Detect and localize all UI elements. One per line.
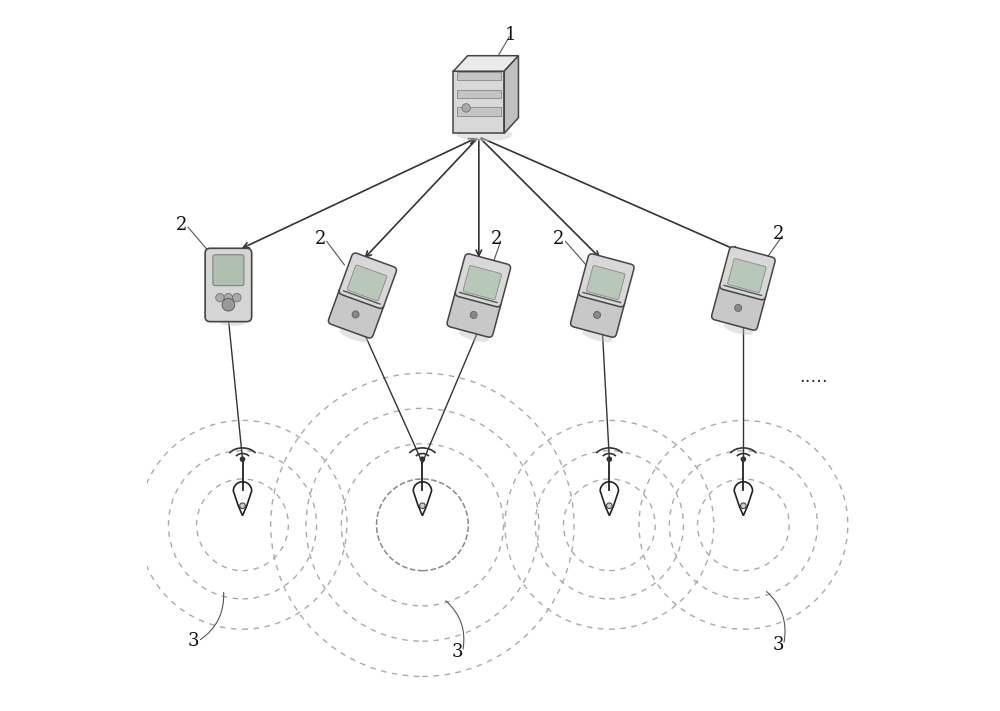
Text: 1: 1 — [505, 26, 516, 43]
Circle shape — [594, 311, 601, 319]
Polygon shape — [233, 482, 252, 515]
Text: 2: 2 — [491, 230, 502, 248]
Text: 3: 3 — [773, 636, 784, 653]
Polygon shape — [734, 482, 753, 515]
Polygon shape — [453, 71, 504, 133]
Polygon shape — [413, 482, 432, 515]
Circle shape — [735, 304, 742, 311]
FancyBboxPatch shape — [328, 288, 384, 338]
Ellipse shape — [220, 319, 245, 326]
Polygon shape — [457, 72, 501, 80]
Ellipse shape — [582, 331, 612, 342]
Polygon shape — [457, 107, 501, 116]
Circle shape — [462, 104, 470, 112]
Circle shape — [420, 503, 425, 508]
Text: 2: 2 — [314, 230, 326, 248]
Ellipse shape — [339, 329, 369, 342]
Ellipse shape — [459, 331, 489, 342]
Text: 3: 3 — [452, 643, 463, 661]
FancyBboxPatch shape — [455, 254, 511, 307]
FancyBboxPatch shape — [579, 254, 634, 307]
FancyBboxPatch shape — [728, 259, 766, 292]
Text: 2: 2 — [553, 230, 564, 248]
FancyBboxPatch shape — [463, 266, 502, 299]
Polygon shape — [504, 55, 518, 133]
Ellipse shape — [723, 324, 753, 335]
Circle shape — [240, 456, 245, 462]
Circle shape — [352, 311, 359, 318]
FancyBboxPatch shape — [712, 282, 766, 330]
Text: 2: 2 — [175, 216, 187, 234]
Ellipse shape — [457, 129, 512, 141]
Circle shape — [607, 456, 612, 462]
Text: 3: 3 — [187, 632, 199, 650]
Circle shape — [741, 456, 746, 462]
Circle shape — [216, 294, 224, 302]
Circle shape — [607, 503, 612, 508]
Circle shape — [224, 294, 233, 302]
Circle shape — [233, 294, 241, 302]
Polygon shape — [457, 90, 501, 98]
Circle shape — [470, 311, 477, 319]
FancyBboxPatch shape — [587, 266, 625, 299]
Polygon shape — [453, 55, 518, 71]
Circle shape — [741, 503, 746, 508]
FancyBboxPatch shape — [213, 255, 244, 286]
Text: 2: 2 — [773, 225, 784, 243]
FancyBboxPatch shape — [720, 247, 775, 300]
Circle shape — [240, 503, 245, 508]
Circle shape — [222, 299, 235, 311]
FancyBboxPatch shape — [205, 248, 252, 321]
Polygon shape — [600, 482, 619, 515]
FancyBboxPatch shape — [571, 289, 624, 337]
Circle shape — [420, 456, 425, 462]
FancyBboxPatch shape — [447, 289, 501, 337]
FancyBboxPatch shape — [339, 253, 396, 309]
FancyBboxPatch shape — [347, 265, 387, 301]
Text: .....: ..... — [800, 368, 828, 385]
